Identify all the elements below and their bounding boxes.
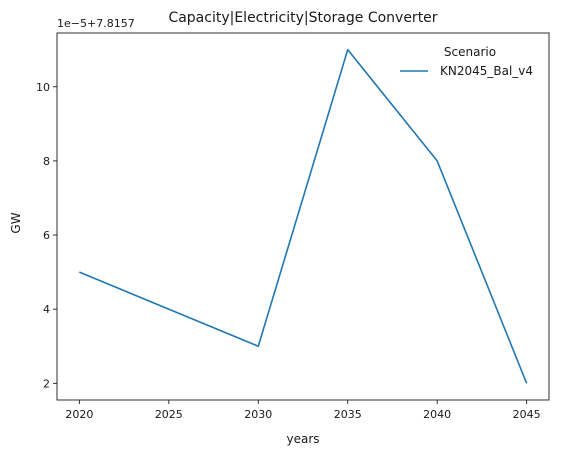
- plot-frame: [56, 32, 550, 401]
- x-tick-label: 2030: [244, 408, 272, 421]
- y-tick-label: 10: [36, 81, 50, 94]
- y-tick-label: 8: [43, 155, 50, 168]
- y-axis-ticks: 2 4 6 8 10: [36, 81, 57, 390]
- series-layer: [79, 48, 528, 384]
- axis-offset-label: 1e−5+7.8157: [57, 17, 135, 30]
- y-tick-label: 2: [43, 377, 50, 390]
- legend-entry-label: KN2045_Bal_v4: [440, 64, 533, 78]
- x-tick-label: 2045: [513, 408, 541, 421]
- x-tick-label: 2025: [155, 408, 183, 421]
- x-tick-label: 2020: [65, 408, 93, 421]
- chart-title: Capacity|Electricity|Storage Converter: [168, 10, 437, 26]
- legend-entries: KN2045_Bal_v4: [400, 64, 533, 78]
- legend-title: Scenario: [444, 45, 496, 59]
- x-axis-ticks: 2020 2025 2030 2035 2040 2045: [65, 400, 541, 421]
- x-tick-label: 2035: [334, 408, 362, 421]
- y-tick-label: 6: [43, 229, 50, 242]
- y-tick-label: 4: [43, 303, 50, 316]
- y-axis-label: GW: [9, 212, 23, 233]
- plot-area: [56, 32, 550, 401]
- x-axis-label: years: [286, 432, 319, 446]
- x-tick-label: 2040: [423, 408, 451, 421]
- legend: Scenario KN2045_Bal_v4: [400, 45, 533, 78]
- series-line-kn2045-bal-v4: [79, 48, 528, 384]
